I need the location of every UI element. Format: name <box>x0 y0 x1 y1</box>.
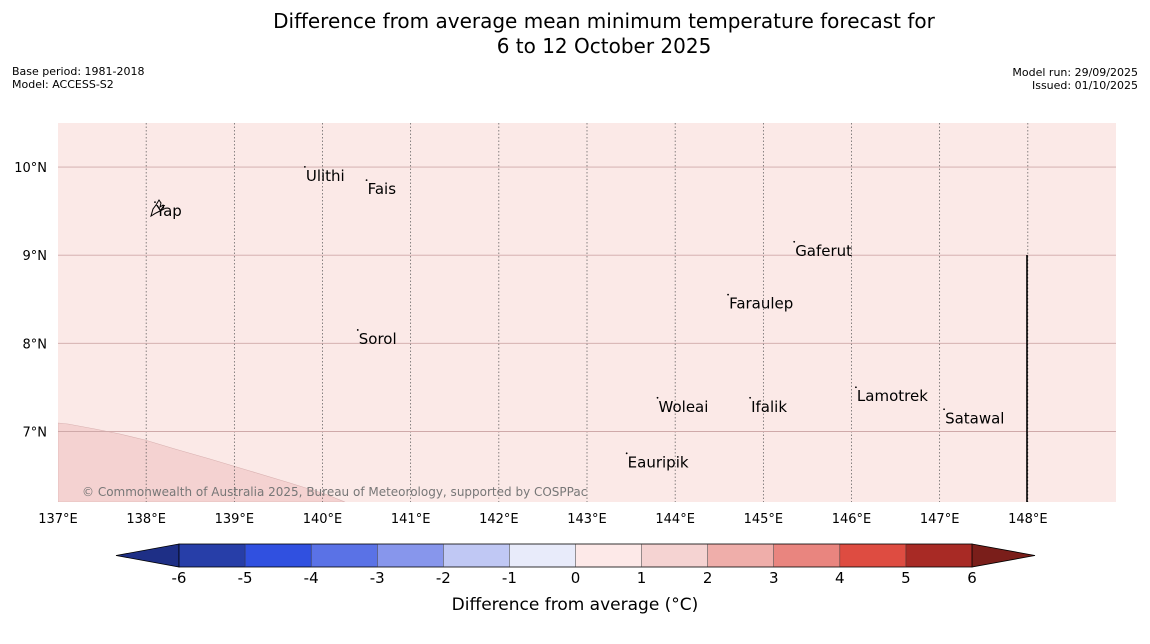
colorbar-tick-label: 6 <box>967 569 977 587</box>
island-marker <box>656 396 659 399</box>
lon-tick-label: 137°E <box>38 512 78 527</box>
copyright-text: © Commonwealth of Australia 2025, Bureau… <box>82 485 587 499</box>
colorbar-tick-label: -5 <box>238 569 253 587</box>
yap-island-outline <box>150 199 165 218</box>
island-marker <box>793 240 796 243</box>
colorbar-swatch <box>773 544 841 567</box>
colorbar-swatch <box>179 544 246 567</box>
base-period-text: Base period: 1981-2018 <box>12 65 145 78</box>
map-layer: Ulithi Fais Yap Gaferut Faraulep Sorol Lamotre… <box>58 123 1116 502</box>
chart-title: Difference from average mean minimum tem… <box>0 9 1150 59</box>
lon-tick-label: 138°E <box>126 512 166 527</box>
colorbar-tick-label: -2 <box>436 569 451 587</box>
lon-tick-label: 140°E <box>303 512 343 527</box>
warm-anomaly-region <box>58 422 346 502</box>
lon-tick-label: 148°E <box>1008 512 1048 527</box>
lat-tick-label: 9°N <box>23 249 48 264</box>
place-label-ulithi: Ulithi <box>306 167 345 185</box>
title-line-2: 6 to 12 October 2025 <box>496 34 712 58</box>
island-marker <box>749 396 752 399</box>
place-label-woleai: Woleai <box>659 398 709 416</box>
island-marker <box>943 408 945 411</box>
place-label-fais: Fais <box>368 180 397 198</box>
colorbar-swatch <box>839 544 907 567</box>
colorbar-swatch <box>443 544 510 567</box>
lon-tick-label: 142°E <box>479 512 519 527</box>
place-labels: Ulithi Fais Yap Gaferut Faraulep Sorol Lamotre… <box>154 165 1004 471</box>
colorbar-swatch <box>641 544 708 567</box>
colorbar-swatch <box>245 544 312 567</box>
colorbar-extend-low <box>115 543 180 568</box>
lat-tick-label: 7°N <box>23 425 48 440</box>
model-run-text: Model run: 29/09/2025 <box>1012 66 1138 79</box>
island-marker <box>154 201 156 204</box>
colorbar-tick-label: -4 <box>304 569 319 587</box>
place-label-eauripik: Eauripik <box>628 453 689 471</box>
colorbar-tick-label: 5 <box>901 569 911 587</box>
lon-tick-label: 145°E <box>744 512 784 527</box>
colorbar-tick-label: 4 <box>835 569 845 587</box>
island-marker <box>365 179 368 182</box>
lon-tick-label: 139°E <box>215 512 255 527</box>
lon-tick-label: 141°E <box>391 512 431 527</box>
lat-tick-label: 10°N <box>14 161 47 176</box>
colorbar-tick-label: 0 <box>571 569 581 587</box>
colorbar-tick-label: 3 <box>769 569 779 587</box>
colorbar-swatch <box>509 544 576 567</box>
colorbar-swatch <box>575 544 642 567</box>
colorbar-swatch <box>377 544 444 567</box>
axis-labels: 137°E 138°E 139°E 140°E 141°E 142°E 143°E 144°E… <box>14 161 1047 527</box>
title-line-1: Difference from average mean minimum tem… <box>273 9 935 33</box>
island-marker <box>625 452 628 455</box>
lat-tick-label: 8°N <box>23 337 48 352</box>
model-text: Model: ACCESS-S2 <box>12 78 114 91</box>
place-label-satawal: Satawal <box>945 409 1004 427</box>
island-marker <box>303 165 306 168</box>
lon-tick-label: 144°E <box>655 512 695 527</box>
place-label-gaferut: Gaferut <box>795 242 852 260</box>
colorbar-label: Difference from average (°C) <box>451 595 699 615</box>
island-marker <box>855 386 857 389</box>
meta-left: Base period: 1981-2018 Model: ACCESS-S2 <box>12 65 144 91</box>
lon-tick-label: 143°E <box>567 512 607 527</box>
colorbar-tick-label: -3 <box>370 569 385 587</box>
place-label-faraulep: Faraulep <box>729 295 793 313</box>
colorbar-swatch <box>905 544 973 567</box>
colorbar-tick-label: 1 <box>637 569 647 587</box>
issued-text: Issued: 01/10/2025 <box>1031 79 1138 92</box>
place-label-sorol: Sorol <box>359 330 397 348</box>
island-marker <box>727 293 729 296</box>
colorbar-tick-label: 2 <box>703 569 713 587</box>
colorbar: -6 -5 -4 -3 -2 -1 0 1 2 3 4 5 6 <box>115 543 1036 587</box>
island-marker <box>356 329 359 331</box>
place-label-yap: Yap <box>155 202 182 220</box>
lon-tick-label: 146°E <box>832 512 872 527</box>
colorbar-swatch <box>311 544 378 567</box>
lon-tick-label: 147°E <box>920 512 960 527</box>
colorbar-swatch <box>707 544 775 567</box>
place-label-lamotrek: Lamotrek <box>857 387 928 405</box>
place-label-ifalik: Ifalik <box>751 398 787 416</box>
colorbar-extend-high <box>971 543 1036 568</box>
graticule <box>58 123 1116 502</box>
colorbar-tick-label: -1 <box>502 569 517 587</box>
colorbar-tick-label: -6 <box>172 569 187 587</box>
meta-right: Model run: 29/09/2025 Issued: 01/10/2025 <box>1012 66 1138 92</box>
